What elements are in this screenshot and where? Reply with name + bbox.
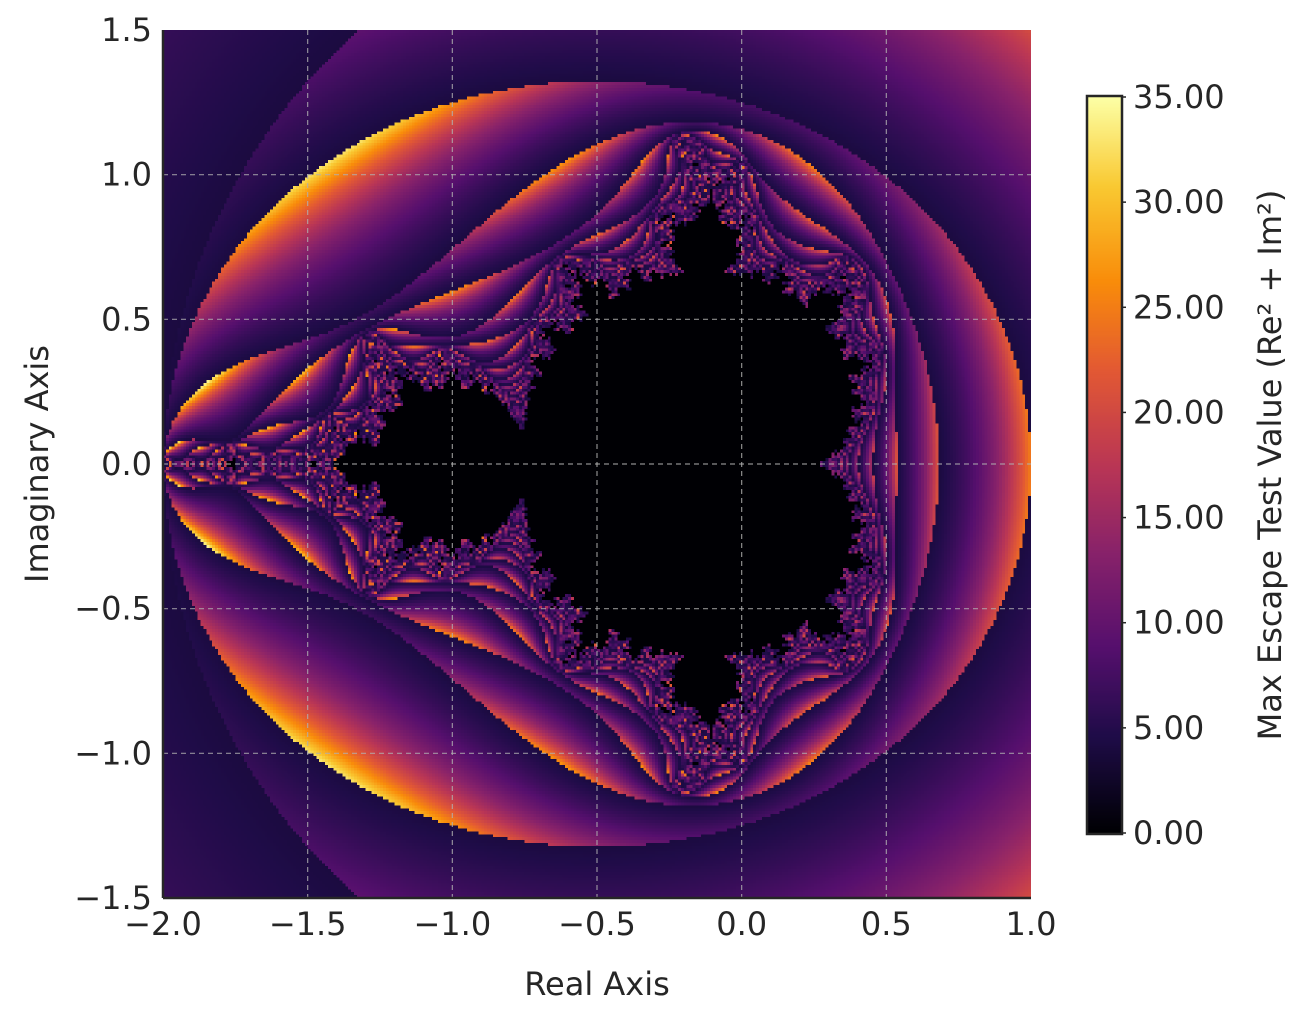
y-tick-label: −1.0 xyxy=(74,734,152,772)
colorbar-tick-label: 15.00 xyxy=(1133,499,1225,537)
axes-frame xyxy=(161,30,1031,900)
y-tick-label: −0.5 xyxy=(74,590,152,628)
y-tick-label: 0.0 xyxy=(101,445,152,483)
y-tick-labels: −1.5 −1.0 −0.5 0.0 0.5 1.0 1.5 xyxy=(74,11,152,917)
y-tick-label: 0.5 xyxy=(101,300,152,338)
colorbar-tick-label: 35.00 xyxy=(1133,78,1225,116)
colorbar-gradient xyxy=(1088,97,1121,833)
colorbar-tick-label: 25.00 xyxy=(1133,288,1225,326)
grid-lines xyxy=(163,30,1031,898)
colorbar-title: Max Escape Test Value (Re² + Im²) xyxy=(1251,190,1289,741)
colorbar-tick-label: 20.00 xyxy=(1133,393,1225,431)
x-tick-label: −0.5 xyxy=(558,905,636,943)
x-axis-title: Real Axis xyxy=(524,965,670,1003)
x-tick-label: 0.0 xyxy=(716,905,767,943)
colorbar-tick-label: 0.00 xyxy=(1133,814,1204,852)
colorbar-tick-labels: 0.00 5.00 10.00 15.00 20.00 25.00 30.00 35.00 xyxy=(1121,78,1225,852)
y-tick-label: 1.5 xyxy=(101,11,152,49)
x-tick-labels: −2.0 −1.5 −1.0 −0.5 0.0 0.5 1.0 xyxy=(124,905,1056,943)
colorbar-frame xyxy=(1085,94,1124,836)
colorbar-tick-label: 30.00 xyxy=(1133,183,1225,221)
x-tick-label: 1.0 xyxy=(1006,905,1057,943)
x-tick-label: −2.0 xyxy=(124,905,202,943)
y-tick-label: 1.0 xyxy=(101,156,152,194)
colorbar-tick-label: 5.00 xyxy=(1133,709,1204,747)
y-axis-title: Imaginary Axis xyxy=(18,345,56,583)
x-tick-label: 0.5 xyxy=(861,905,912,943)
x-tick-label: −1.5 xyxy=(269,905,347,943)
x-tick-label: −1.0 xyxy=(413,905,491,943)
y-tick-label: −1.5 xyxy=(74,879,152,917)
colorbar-tick-label: 10.00 xyxy=(1133,604,1225,642)
